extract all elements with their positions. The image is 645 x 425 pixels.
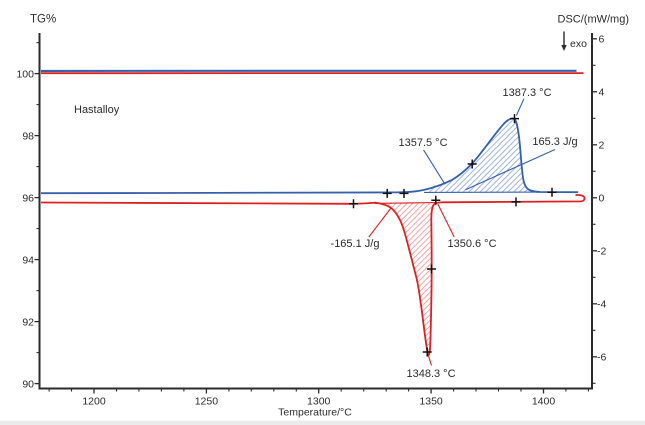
svg-text:1300: 1300 (307, 396, 331, 408)
svg-text:1387.3 °C: 1387.3 °C (502, 87, 551, 99)
svg-text:98: 98 (22, 130, 34, 142)
svg-text:165.3 J/g: 165.3 J/g (532, 136, 577, 148)
svg-text:94: 94 (22, 254, 34, 266)
svg-text:TG%: TG% (30, 14, 56, 26)
svg-text:6: 6 (599, 34, 605, 46)
svg-text:Temperature/°C: Temperature/°C (278, 406, 352, 418)
svg-text:1200: 1200 (82, 396, 106, 408)
svg-text:1250: 1250 (195, 396, 219, 408)
svg-text:4: 4 (599, 87, 605, 99)
svg-text:2: 2 (599, 140, 605, 152)
svg-text:DSC/(mW/mg): DSC/(mW/mg) (558, 14, 630, 26)
svg-text:1348.3 °C: 1348.3 °C (406, 368, 455, 380)
svg-text:92: 92 (22, 316, 34, 328)
svg-text:-2: -2 (597, 246, 606, 258)
svg-text:-165.1 J/g: -165.1 J/g (331, 238, 380, 250)
svg-text:-4: -4 (597, 299, 606, 311)
svg-text:1400: 1400 (532, 396, 556, 408)
svg-text:-6: -6 (597, 352, 606, 364)
svg-text:100: 100 (16, 68, 34, 80)
svg-text:0: 0 (599, 193, 605, 205)
svg-text:1350: 1350 (419, 396, 443, 408)
svg-text:90: 90 (22, 378, 34, 390)
svg-text:1357.5 °C: 1357.5 °C (398, 137, 447, 149)
svg-text:Hastalloy: Hastalloy (74, 104, 120, 116)
svg-text:exo: exo (570, 38, 587, 50)
svg-text:96: 96 (22, 192, 34, 204)
svg-text:1350.6 °C: 1350.6 °C (447, 238, 496, 250)
